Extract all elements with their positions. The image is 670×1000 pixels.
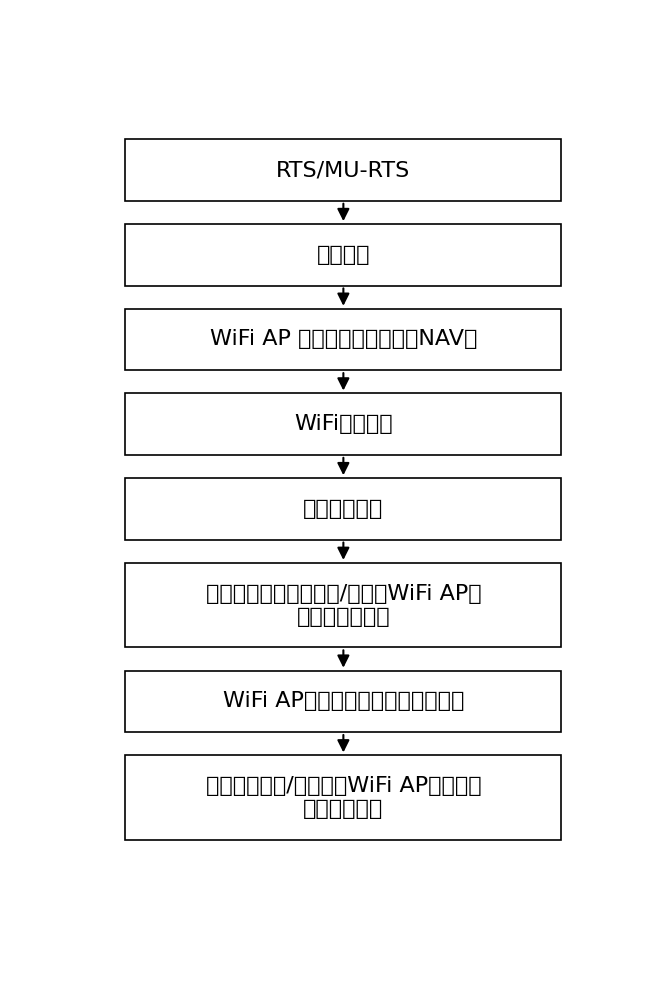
Bar <box>125 755 561 840</box>
Text: WiFi用户退避: WiFi用户退避 <box>294 414 393 434</box>
Bar <box>125 224 561 286</box>
Bar <box>125 563 561 647</box>
Text: WiFi AP发送信号给用户，允许接入: WiFi AP发送信号给用户，允许接入 <box>222 691 464 711</box>
Bar <box>125 309 561 370</box>
Bar <box>125 478 561 540</box>
Text: WiFi AP 在对应空间流上设置NAV值: WiFi AP 在对应空间流上设置NAV值 <box>210 329 477 349</box>
Text: 被选择的异构网络设备/用户向WiFi AP发
送请求接入信号: 被选择的异构网络设备/用户向WiFi AP发 送请求接入信号 <box>206 583 481 627</box>
Bar <box>125 671 561 732</box>
Text: RTS/MU-RTS: RTS/MU-RTS <box>276 160 411 180</box>
Bar <box>125 393 561 455</box>
Text: 空间资源空闲: 空间资源空闲 <box>304 499 383 519</box>
Text: 异构网络用户/设备连接WiFi AP，占用空
间流传输数据: 异构网络用户/设备连接WiFi AP，占用空 间流传输数据 <box>206 776 481 819</box>
Text: 信道估计: 信道估计 <box>317 245 370 265</box>
Bar <box>125 139 561 201</box>
